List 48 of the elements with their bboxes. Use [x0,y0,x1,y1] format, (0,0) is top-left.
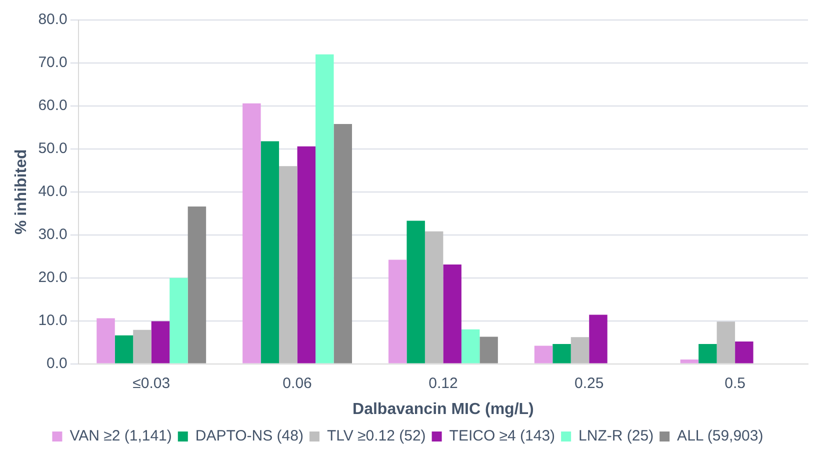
bar [388,260,407,364]
bar [735,341,754,364]
x-tick-label: 0.5 [724,374,746,392]
bar [461,329,480,364]
legend-label: LNZ-R (25) [578,428,654,445]
bar [334,124,352,364]
bar [534,346,553,364]
y-tick-label: 0.0 [46,354,68,372]
y-tick-label: 30.0 [38,226,68,244]
bar [406,220,425,364]
bar [424,231,444,364]
bar [133,330,152,364]
y-tick-label: 10.0 [38,312,68,329]
bar [188,206,206,364]
bar [716,322,736,364]
bar [151,321,170,364]
bar [680,360,699,364]
y-tick-label: 40.0 [38,183,68,200]
bar [480,336,498,364]
bar [260,141,280,364]
bar [316,54,334,364]
x-tick-label: 0.25 [574,374,604,392]
bar [698,344,717,364]
x-tick-label: 0.06 [282,374,312,392]
x-tick-label: 0.12 [428,374,458,392]
y-tick-label: 20.0 [38,268,68,286]
bar [570,337,590,364]
y-tick-label: 80.0 [38,11,68,28]
legend-label: VAN ≥2 (1,141) [70,428,172,445]
bar [242,103,261,364]
y-tick-label: 70.0 [38,54,68,72]
bar [443,264,462,364]
legend-label: TEICO ≥4 (143) [449,428,556,445]
legend-label: DAPTO-NS (48) [195,428,304,445]
bar [589,314,608,364]
y-tick-label: 60.0 [38,97,68,114]
bar [552,344,571,364]
bar [96,318,115,364]
bar [279,166,298,364]
x-tick-label: ≤0.03 [132,374,170,392]
legend-label: TLV ≥0.12 (52) [326,428,426,445]
y-axis-title: % inhibited [13,149,30,235]
legend-label: ALL (59,903) [677,428,764,445]
bar [297,146,316,364]
bar [170,278,188,364]
x-axis-title: Dalbavancin MIC (mg/L) [352,400,534,418]
y-tick-label: 50.0 [38,140,68,158]
bar [114,335,134,364]
